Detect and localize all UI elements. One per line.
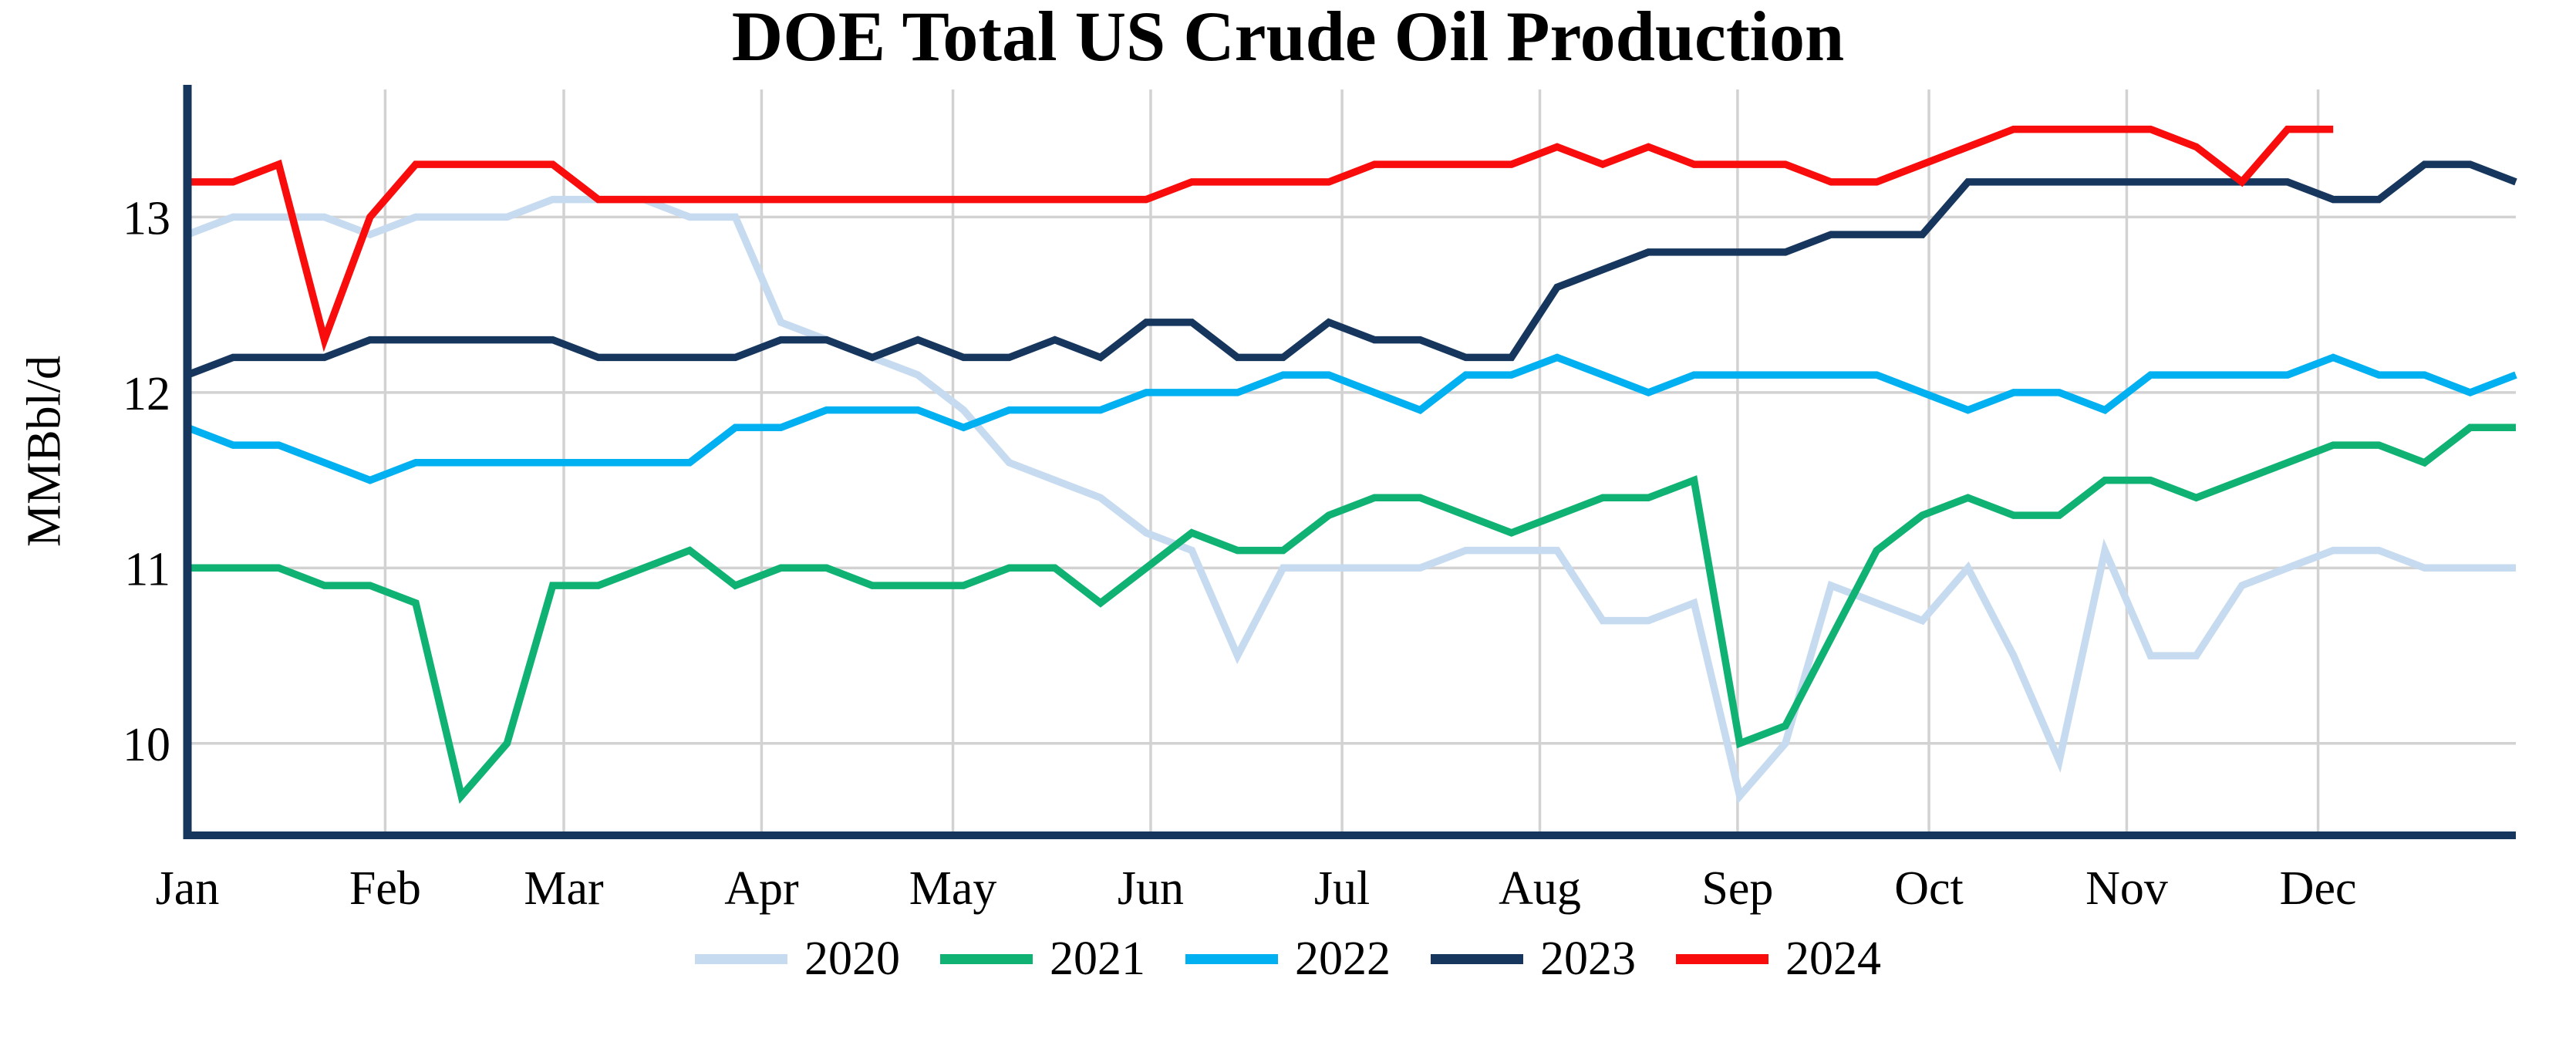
x-tick-label-Oct: Oct xyxy=(1894,862,1964,915)
legend-item-2022: 2022 xyxy=(1185,935,1391,983)
chart-legend: 2020 2021 2022 2023 2024 xyxy=(0,935,2576,983)
legend-item-2024: 2024 xyxy=(1676,935,1881,983)
legend-swatch-2022 xyxy=(1185,953,1278,964)
legend-label-2020: 2020 xyxy=(804,933,900,985)
y-tick-label-11: 11 xyxy=(124,543,170,595)
series-line-2020 xyxy=(186,195,2516,804)
legend-label-2023: 2023 xyxy=(1540,933,1636,985)
legend-item-2020: 2020 xyxy=(695,935,900,983)
legend-item-2021: 2021 xyxy=(940,935,1145,983)
y-tick-label-12: 12 xyxy=(123,368,170,420)
x-tick-label-Nov: Nov xyxy=(2085,862,2168,915)
legend-label-2024: 2024 xyxy=(1785,933,1881,985)
series-line-2023 xyxy=(186,160,2517,379)
y-tick-label-13: 13 xyxy=(123,192,170,245)
x-tick-label-Jul: Jul xyxy=(1314,862,1370,915)
legend-label-2022: 2022 xyxy=(1295,933,1391,985)
legend-label-2021: 2021 xyxy=(1050,933,1145,985)
x-tick-label-Sep: Sep xyxy=(1701,862,1773,915)
chart-title: DOE Total US Crude Oil Production xyxy=(731,0,1845,76)
legend-swatch-2021 xyxy=(940,953,1033,964)
legend-swatch-2024 xyxy=(1676,953,1768,964)
x-tick-label-Jun: Jun xyxy=(1118,862,1184,915)
x-tick-label-Jan: Jan xyxy=(156,862,220,915)
series-line-2024 xyxy=(187,125,2334,352)
x-tick-label-Mar: Mar xyxy=(524,862,604,915)
x-tick-label-Apr: Apr xyxy=(724,862,799,915)
x-tick-label-Dec: Dec xyxy=(2280,862,2357,915)
legend-swatch-2020 xyxy=(695,953,787,964)
x-tick-label-May: May xyxy=(909,862,997,915)
y-tick-label-10: 10 xyxy=(123,719,170,771)
x-tick-label-Aug: Aug xyxy=(1499,862,1581,915)
series-line-2022 xyxy=(186,353,2517,484)
series-line-2021 xyxy=(187,423,2516,804)
x-tick-label-Feb: Feb xyxy=(349,862,421,915)
legend-swatch-2023 xyxy=(1431,953,1523,964)
legend-item-2023: 2023 xyxy=(1431,935,1636,983)
